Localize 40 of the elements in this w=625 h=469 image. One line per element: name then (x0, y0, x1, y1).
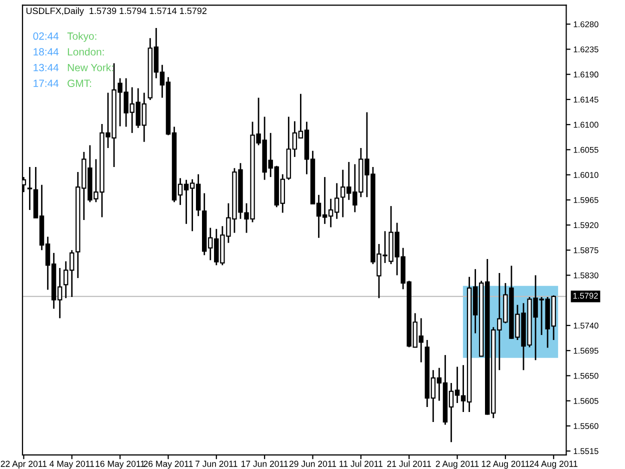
x-tick-label: 29 Jun 2011 (289, 460, 336, 467)
y-tick-label: 1.5695 (574, 348, 598, 354)
annotation: Tokyo: (67, 32, 96, 42)
y-tick-label: 1.5515 (574, 448, 598, 454)
x-tick-label: 22 Apr 2011 (0, 460, 47, 469)
x-tick-label: 11 Jul 2011 (340, 460, 382, 467)
y-tick-label: 1.6145 (574, 96, 598, 103)
y-tick-label: 1.6100 (574, 122, 598, 128)
y-tick-label: 1.6280 (574, 21, 598, 28)
y-tick-label: 1.5920 (574, 222, 598, 228)
y-tick-label: 1.6190 (574, 72, 598, 78)
y-tick-label: 1.5560 (574, 423, 598, 430)
candlestick (27, 166, 32, 211)
annotation: New York: (68, 64, 114, 72)
y-tick-label: 1.5875 (574, 247, 598, 254)
y-tick-label: 1.6055 (574, 146, 598, 153)
annotation: 02:44 (33, 32, 59, 40)
x-tick-label: 21 Jul 2011 (387, 460, 431, 467)
ref-line-label: 1.5792 (573, 292, 598, 299)
y-tick-label: 1.5830 (574, 272, 598, 278)
y-tick-label: 1.5650 (574, 372, 598, 379)
annotation: 18:44 (34, 48, 59, 56)
x-tick-label: 4 May 2011 (50, 460, 94, 469)
x-tick-label: 2 Aug 2011 (436, 460, 479, 469)
x-tick-label: 26 May 2011 (144, 460, 193, 469)
y-tick-label: 1.6010 (574, 172, 598, 178)
x-tick-label: 17 Jun 2011 (241, 460, 288, 467)
chart-title: USDLFX,Daily 1.5739 1.5794 1.5714 1.5792 (26, 7, 206, 16)
x-tick-label: 16 May 2011 (96, 460, 145, 469)
x-tick-label: 24 Aug 2011 (530, 460, 578, 469)
y-tick-label: 1.6235 (574, 46, 598, 52)
x-tick-label: 12 Aug 2011 (482, 460, 530, 469)
annotation: 13:44 (34, 64, 59, 72)
x-tick-label: 7 Jun 2011 (196, 460, 238, 467)
annotation: GMT: (68, 80, 92, 88)
y-tick-label: 1.5605 (574, 398, 598, 404)
annotation: London: (68, 48, 104, 56)
y-tick-label: 1.5740 (574, 322, 598, 329)
annotation: 17:44 (34, 80, 59, 87)
y-tick-label: 1.5965 (574, 197, 598, 204)
